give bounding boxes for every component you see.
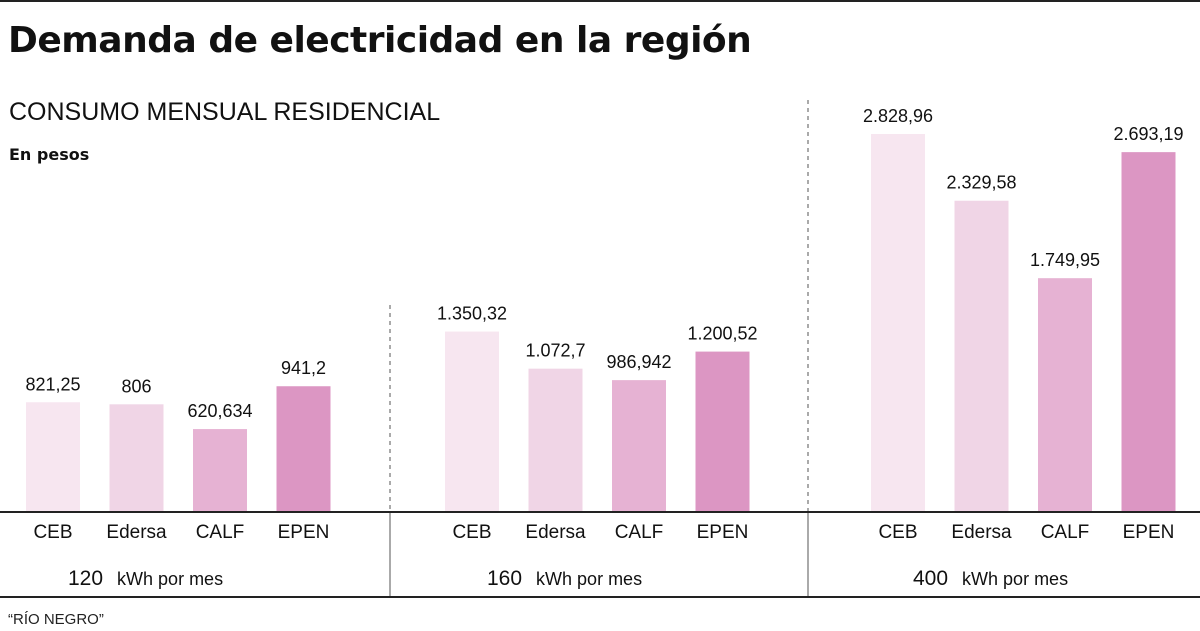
chart-title: Demanda de electricidad en la región (8, 20, 752, 61)
value-label: 2.693,19 (1113, 124, 1183, 144)
bar (445, 331, 499, 512)
group-unit: kWh por mes (117, 569, 223, 589)
category-label: Edersa (106, 522, 167, 543)
bar (26, 402, 80, 512)
category-label: EPEN (1123, 522, 1175, 543)
value-label: 1.072,7 (525, 341, 585, 361)
category-label: CEB (33, 522, 72, 543)
group-number: 400 (913, 567, 948, 590)
top-rule (0, 0, 1200, 2)
group-unit: kWh por mes (536, 569, 642, 589)
category-label: EPEN (697, 522, 749, 543)
value-label: 821,25 (25, 374, 80, 394)
category-label: Edersa (951, 522, 1012, 543)
category-label: CEB (452, 522, 491, 543)
bar (871, 134, 925, 512)
group-label: 120 kWh por mes (68, 567, 223, 590)
bar (193, 429, 247, 512)
value-label: 1.749,95 (1030, 250, 1100, 270)
category-label: CEB (878, 522, 917, 543)
unit-label: En pesos (9, 145, 90, 164)
group-number: 160 (487, 567, 522, 590)
value-label: 2.828,96 (863, 106, 933, 126)
bar (109, 404, 164, 512)
category-label: Edersa (525, 522, 586, 543)
group-number: 120 (68, 567, 103, 590)
chart-subtitle: CONSUMO MENSUAL RESIDENCIAL (9, 98, 441, 126)
value-label: 2.329,58 (946, 173, 1016, 193)
category-label: CALF (196, 522, 245, 543)
source-credit: “RÍO NEGRO” (8, 611, 104, 628)
bar (276, 386, 331, 512)
group-label: 400 kWh por mes (913, 567, 1068, 590)
bar (1121, 152, 1176, 513)
bar (695, 351, 750, 512)
bar (954, 200, 1009, 512)
category-label: EPEN (278, 522, 330, 543)
value-label: 1.350,32 (437, 304, 507, 324)
category-label: CALF (1041, 522, 1090, 543)
category-label: CALF (615, 522, 664, 543)
value-label: 941,2 (281, 358, 326, 378)
value-label: 620,634 (187, 401, 252, 421)
value-label: 806 (121, 376, 151, 396)
group-unit: kWh por mes (962, 569, 1068, 589)
value-label: 986,942 (606, 352, 671, 372)
group-label: 160 kWh por mes (487, 567, 642, 590)
bar (612, 380, 666, 512)
value-label: 1.200,52 (687, 324, 757, 344)
bar (1038, 278, 1092, 512)
bar (528, 368, 583, 512)
